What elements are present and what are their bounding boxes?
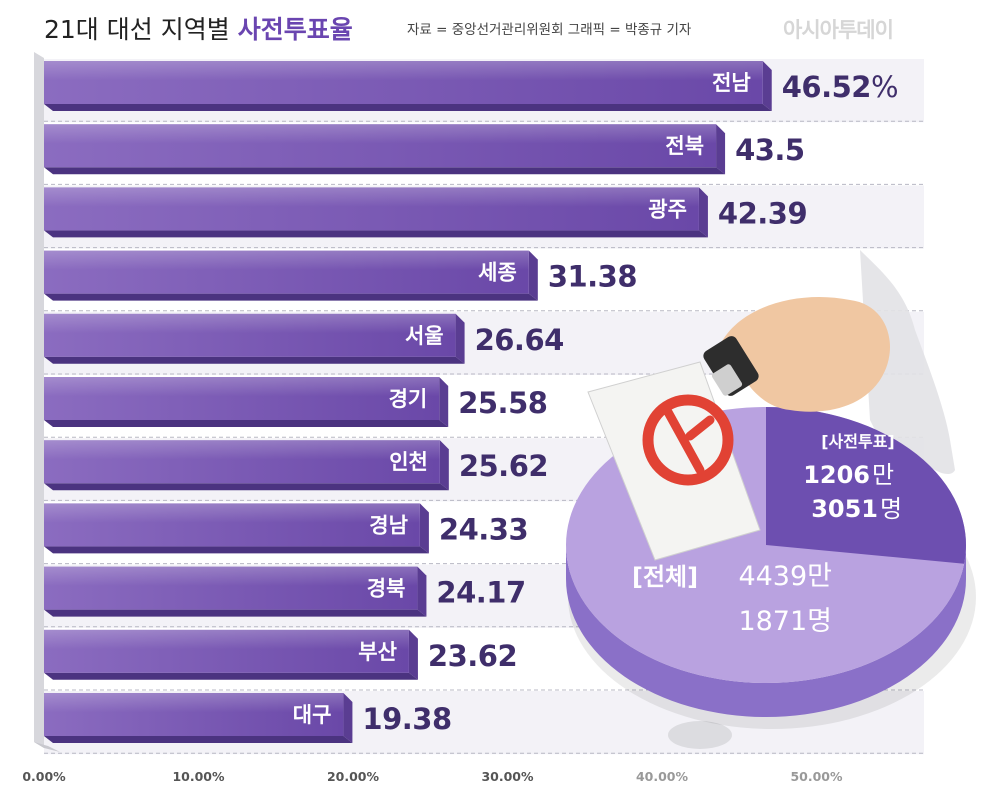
- bar-side: [455, 313, 465, 364]
- bar-highlight: [44, 377, 440, 397]
- pie-slice-early: [766, 407, 966, 564]
- bar-value-label: 24.17: [436, 576, 525, 610]
- pie-early-label: [사전투표]: [821, 432, 895, 451]
- jeju-island-shape: [668, 721, 732, 749]
- bar-category-label: 세종: [478, 261, 517, 285]
- bar-value-label: 23.62: [428, 639, 517, 673]
- pie-early-value-1: 1206: [803, 461, 870, 489]
- bar-highlight: [44, 693, 344, 713]
- chart-title: 21대 대선 지역별 사전투표율: [44, 10, 353, 44]
- bar-value-label: 26.64: [475, 323, 564, 357]
- bar-category-label: 광주: [648, 197, 687, 221]
- title-main: 21대 대선 지역별: [44, 15, 230, 44]
- x-tick-label: 30.00%: [481, 769, 534, 784]
- pie-total-value-1: 4439만: [738, 561, 832, 592]
- source-credit: 자료 = 중앙선거관리위원회 그래픽 = 박종규 기자: [407, 22, 692, 38]
- y-axis-foot: [34, 742, 60, 752]
- bar-side: [528, 250, 538, 301]
- bar-value-label: 46.52%: [782, 70, 898, 104]
- bar-group: 대구 19.38: [44, 693, 452, 743]
- bar-group: 전북 43.5: [44, 124, 805, 175]
- bar-highlight: [44, 566, 418, 586]
- y-axis-strip: [34, 52, 44, 748]
- x-tick-label: 20.00%: [327, 769, 380, 784]
- bar-bottom: [44, 293, 538, 301]
- bar-group: 경북 24.17: [44, 566, 526, 617]
- bar-category-label: 전남: [712, 71, 751, 95]
- bar-bottom: [44, 420, 449, 427]
- bar-highlight: [44, 440, 440, 460]
- vote-stamp-icon: [642, 394, 734, 486]
- x-tick-label: 50.00%: [790, 769, 843, 784]
- pie-total-label: [전체]: [632, 563, 698, 591]
- pie-total-value-2: 1871명: [738, 606, 832, 637]
- bar-value-label: 43.5: [735, 133, 805, 167]
- bar-value-label: 42.39: [718, 196, 807, 230]
- vote-stamp-mark: [663, 407, 715, 475]
- bar-category-label: 대구: [293, 703, 332, 727]
- bar-side: [417, 566, 427, 617]
- bar-category-label: 경북: [367, 577, 406, 601]
- bar-group: 부산 23.62: [44, 629, 518, 680]
- bar-side: [762, 61, 772, 111]
- bar-group: 서울 26.64: [44, 313, 564, 364]
- bar-highlight: [44, 124, 717, 144]
- bar-highlight: [44, 250, 529, 270]
- bar-value-label: 31.38: [548, 260, 637, 294]
- bar-bottom: [44, 736, 353, 743]
- bar-side: [716, 124, 726, 175]
- bar-highlight: [44, 629, 409, 650]
- bar-value-label: 19.38: [362, 702, 451, 736]
- bar-highlight: [44, 187, 699, 207]
- bar-side: [439, 440, 449, 491]
- bar-bottom: [44, 104, 772, 111]
- pie-early-unit-2: 명: [880, 495, 902, 523]
- title-accent: 사전투표율: [237, 15, 353, 44]
- bar-value-label: 24.33: [439, 512, 528, 546]
- bar-category-label: 전북: [665, 134, 704, 158]
- x-tick-label: 10.00%: [172, 769, 225, 784]
- bar-highlight: [44, 313, 456, 334]
- bar-group: 전남 46.52%: [44, 61, 899, 111]
- korea-map-silhouette: [860, 250, 955, 475]
- pie-side: [566, 545, 966, 717]
- x-tick-label: 0.00%: [22, 769, 66, 784]
- bar-highlight: [44, 61, 763, 81]
- bar-group: 경기 25.58: [44, 377, 548, 427]
- publisher-logo: 아시아투데이: [783, 18, 894, 42]
- bar-category-label: 서울: [405, 324, 444, 348]
- bar-category-label: 인천: [389, 450, 428, 474]
- bar-bottom: [44, 609, 427, 617]
- pie-early-unit-1: 만: [872, 461, 894, 489]
- pie-early-value-2: 3051: [811, 495, 878, 523]
- pie-inset: [사전투표] 1206 만 3051 명 [전체] 4439만 1871명: [566, 297, 976, 729]
- bar-highlight: [44, 503, 420, 523]
- hand-stamping-icon: [720, 297, 890, 412]
- bar-side: [439, 377, 449, 427]
- bar-side: [698, 187, 708, 238]
- bar-side: [419, 503, 429, 554]
- bar-group: 경남 24.33: [44, 503, 529, 554]
- x-tick-label: 40.00%: [636, 769, 689, 784]
- bar-bottom: [44, 230, 708, 238]
- bar-category-label: 부산: [358, 640, 397, 664]
- bar-bottom: [44, 483, 449, 491]
- bar-side: [408, 629, 418, 680]
- bar-side: [343, 693, 353, 743]
- stamp-tip: [711, 364, 743, 396]
- bar-group: 광주 42.39: [44, 187, 808, 238]
- bar-group: 인천 25.62: [44, 440, 549, 491]
- bar-group: 세종 31.38: [44, 250, 638, 301]
- bar-bottom: [44, 672, 418, 680]
- bar-value-label: 25.62: [459, 449, 548, 483]
- bar-category-label: 경기: [389, 387, 428, 411]
- bar-bottom: [44, 167, 726, 175]
- bar-value-label: 25.58: [458, 386, 547, 420]
- bar-category-label: 경남: [369, 513, 408, 537]
- bar-bottom: [44, 356, 465, 364]
- bar-bottom: [44, 546, 429, 554]
- value-unit: %: [871, 70, 898, 104]
